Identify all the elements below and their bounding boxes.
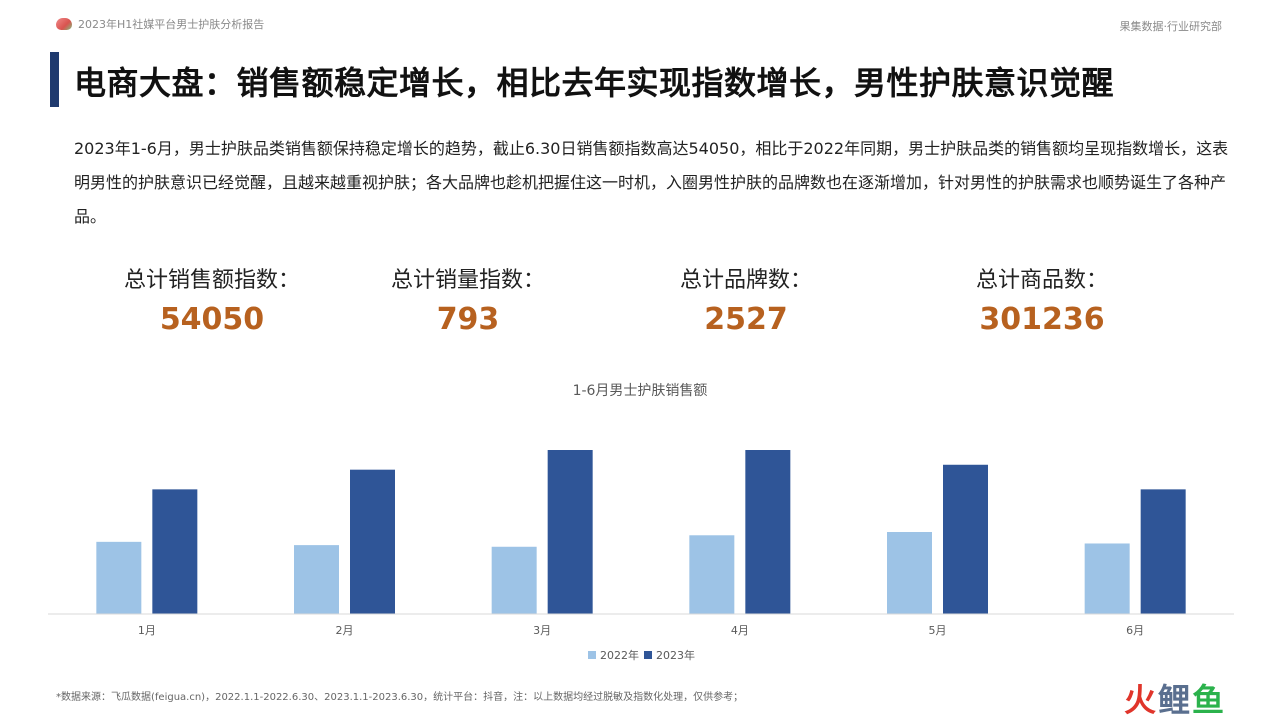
- report-title: 2023年H1社媒平台男士护肤分析报告: [78, 18, 265, 31]
- legend-swatch: [588, 651, 596, 659]
- stat-value: 2527: [704, 302, 788, 337]
- page-title: 电商大盘：销售额稳定增长，相比去年实现指数增长，男性护肤意识觉醒: [74, 64, 1115, 102]
- x-tick-label: 5月: [929, 624, 947, 637]
- stat-volume-index: 总计销量指数： 793: [348, 262, 588, 337]
- stat-label: 总计品牌数：: [679, 268, 812, 293]
- bar-2023-3: [547, 450, 593, 614]
- chart-title: 1-6月男士护肤销售额: [573, 383, 708, 399]
- stat-value: 793: [436, 302, 500, 337]
- bar-2023-5: [943, 464, 988, 614]
- stat-value: 301236: [979, 302, 1105, 337]
- legend-swatch: [644, 651, 652, 659]
- bar-2023-2: [350, 469, 395, 614]
- data-source-footnote: *数据来源：飞瓜数据(feigua.cn)，2022.1.1-2022.6.30…: [56, 692, 744, 703]
- x-tick-label: 1月: [138, 624, 156, 637]
- brand-logo-icon: [56, 18, 72, 30]
- brand-char: 鱼: [1191, 681, 1226, 719]
- bar-2023-6: [1140, 489, 1186, 614]
- bar-2022-1: [96, 541, 142, 614]
- brand-watermark: 火鲤鱼: [1124, 675, 1226, 721]
- legend-label: 2023年: [656, 648, 695, 662]
- bar-2022-3: [491, 546, 537, 614]
- brand-char: 鲤: [1157, 681, 1192, 719]
- sales-bar-chart: 1-6月男士护肤销售额 1月 2月 3月 4月 5月 6月 2022年 2023年: [48, 383, 1234, 662]
- x-tick-label: 2月: [336, 624, 354, 637]
- stat-value: 54050: [159, 302, 265, 337]
- bar-2022-5: [887, 532, 932, 614]
- bar-2022-2: [294, 545, 339, 614]
- title-accent-bar: [50, 52, 59, 107]
- bar-2022-4: [689, 535, 735, 614]
- bar-2022-6: [1084, 543, 1130, 614]
- bar-2023-4: [745, 450, 791, 614]
- x-tick-label: 4月: [731, 624, 749, 637]
- stat-sales-index: 总计销售额指数： 54050: [92, 262, 332, 337]
- stat-brand-count: 总计品牌数： 2527: [626, 262, 866, 337]
- x-tick-label: 3月: [533, 624, 551, 637]
- x-tick-label: 6月: [1126, 624, 1144, 637]
- stat-label: 总计销售额指数：: [123, 268, 300, 293]
- summary-paragraph: 2023年1-6月，男士护肤品类销售额保持稳定增长的趋势，截止6.30日销售额指…: [74, 139, 1229, 226]
- bar-2023-1: [152, 489, 198, 614]
- org-name: 果集数据·行业研究部: [1119, 20, 1223, 33]
- legend-label: 2022年: [600, 648, 639, 662]
- report-header: 2023年H1社媒平台男士护肤分析报告: [56, 14, 264, 34]
- stat-product-count: 总计商品数： 301236: [922, 262, 1162, 337]
- stat-label: 总计销量指数：: [390, 268, 545, 293]
- stat-label: 总计商品数：: [975, 268, 1108, 293]
- brand-char: 火: [1123, 681, 1158, 719]
